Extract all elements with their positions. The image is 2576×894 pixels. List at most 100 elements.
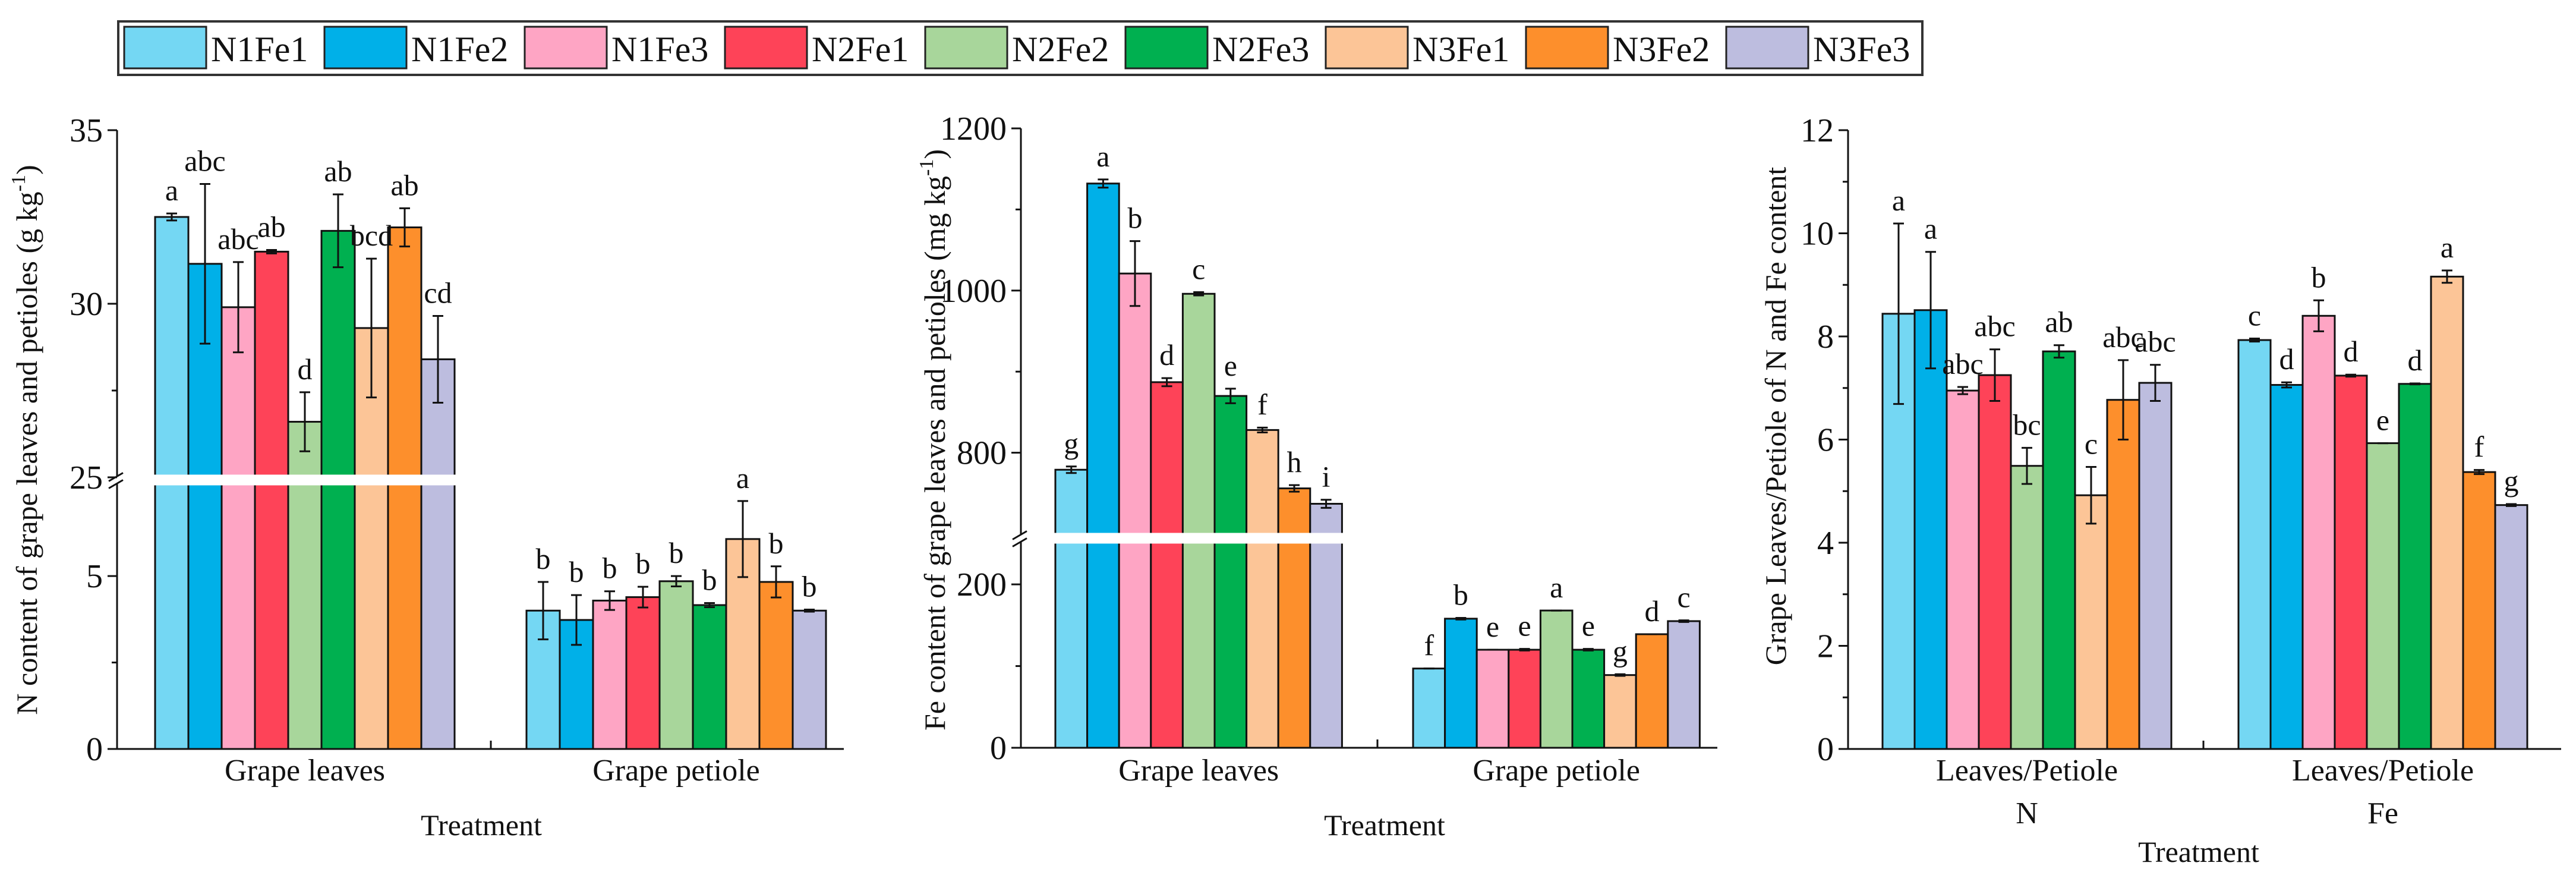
bar-n2fe2-1 <box>287 421 323 750</box>
bar-n1fe2-2 <box>2269 384 2304 750</box>
significance-letter: f <box>1257 388 1267 421</box>
y-tick-label: 35 <box>70 112 103 149</box>
significance-letter: d <box>2344 335 2359 368</box>
error-bar <box>1289 484 1300 493</box>
bar-n3fe2-1 <box>2106 399 2140 750</box>
significance-letter: f <box>1424 629 1434 662</box>
error-bar <box>1130 240 1140 307</box>
bar-n2fe1-2 <box>2334 374 2368 750</box>
error-bar <box>2118 359 2129 440</box>
x-axis-title: Treatment <box>1324 808 1445 842</box>
significance-letter: g <box>1064 427 1079 460</box>
y-axis-title-end: ) <box>918 149 951 159</box>
bar-n3fe3-1 <box>420 358 456 750</box>
error-bar <box>1957 386 1968 395</box>
significance-letter: a <box>1924 212 1937 245</box>
error-bar <box>2281 381 2292 389</box>
error-bar <box>1225 388 1236 404</box>
significance-letter: abc <box>1974 310 2015 343</box>
y-axis-title-end: ) <box>10 165 43 175</box>
y-axis-title-main: Fe content of grape leaves and petioles … <box>918 176 951 731</box>
legend-swatch <box>524 26 608 70</box>
y-axis-title-main: N content of grape leaves and petioles (… <box>10 191 43 714</box>
error-bar <box>1161 377 1172 388</box>
bar-n3fe2-2 <box>758 581 794 750</box>
significance-letter: bcd <box>350 219 393 252</box>
x-tick-label: Grape petiole <box>1473 754 1640 788</box>
axis-break-band <box>113 474 493 486</box>
significance-letter: b <box>702 563 717 596</box>
x-tick-label: Grape petiole <box>592 754 760 788</box>
bar-n2fe3-2 <box>2398 383 2432 750</box>
bar-n1fe3-1 <box>1118 272 1152 749</box>
significance-letter: ab <box>2045 306 2073 339</box>
y-tick-label: 1000 <box>940 273 1007 310</box>
significance-letter: b <box>636 547 651 580</box>
legend-swatch <box>924 26 1008 70</box>
significance-letter: b <box>1128 202 1143 235</box>
y-tick-label: 0 <box>1817 731 1834 768</box>
bar-n1fe2-1 <box>1086 182 1120 749</box>
legend-item-n1fe3: N1Fe3 <box>524 26 708 70</box>
legend-item-n2fe2: N2Fe2 <box>924 26 1109 70</box>
error-bar <box>266 248 277 254</box>
bar-n1fe3-1 <box>220 306 256 750</box>
charts: ababcbabcbabbdbabbbcdaabbcdb05253035Grap… <box>8 111 2561 868</box>
significance-letter: b <box>603 552 617 585</box>
error-bar <box>2022 446 2032 485</box>
significance-letter: b <box>569 555 584 588</box>
bar-n3fe1-1 <box>2074 494 2108 750</box>
significance-letter: g <box>2504 464 2519 498</box>
significance-letter: a <box>1550 571 1563 604</box>
legend-label: N2Fe1 <box>812 30 909 69</box>
x-axis-title: Treatment <box>2138 835 2259 868</box>
significance-letter: d <box>298 352 313 386</box>
legend-item-n3fe1: N3Fe1 <box>1325 26 1509 70</box>
error-bar <box>333 193 343 269</box>
y-axis-title: Grape Leaves/Petiole of N and Fe content <box>1759 167 1792 666</box>
significance-letter: c <box>1192 253 1205 286</box>
y-tick-label: 5 <box>86 558 103 595</box>
y-tick-label: 0 <box>86 731 103 768</box>
legend-label: N3Fe2 <box>1613 30 1710 69</box>
error-bar <box>1989 348 2000 402</box>
significance-letter: a <box>2441 231 2454 264</box>
significance-letter: d <box>2279 342 2294 376</box>
significance-letter: a <box>1096 140 1109 173</box>
error-bar <box>299 391 310 452</box>
significance-letter: b <box>536 542 551 575</box>
y-tick-label: 25 <box>70 459 103 496</box>
error-bar <box>604 590 615 611</box>
legend-item-n3fe2: N3Fe2 <box>1525 26 1710 70</box>
error-bar <box>1925 251 1936 370</box>
bar-n2fe1-1 <box>254 250 289 750</box>
significance-letter: g <box>1613 634 1628 668</box>
legend-swatch <box>724 26 808 70</box>
error-bar <box>399 207 410 248</box>
error-bar <box>1893 222 1904 405</box>
significance-letter: abc <box>217 222 258 256</box>
significance-letter: e <box>1224 349 1237 382</box>
x-tick-label: Leaves/Petiole <box>1936 754 2118 788</box>
legend-item-n1fe2: N1Fe2 <box>323 26 508 70</box>
bar-n2fe2-1 <box>2010 465 2044 750</box>
significance-letter: b <box>769 527 784 560</box>
bar-n2fe3-1 <box>1213 395 1248 749</box>
bar-n1fe3-2 <box>592 599 628 750</box>
significance-letter: i <box>1322 460 1330 493</box>
bar-n3fe1-2 <box>1603 674 1637 749</box>
bar-n1fe2-2 <box>1444 618 1478 749</box>
y-tick-label: 6 <box>1817 422 1834 459</box>
error-bar <box>1519 648 1530 651</box>
bar-n3fe3-2 <box>792 609 827 750</box>
y-axis-title: N content of grape leaves and petioles (… <box>8 165 43 714</box>
bar-n2fe2-1 <box>1181 292 1216 749</box>
legend-item-n2fe3: N2Fe3 <box>1124 26 1309 70</box>
significance-letter: a <box>1892 184 1905 217</box>
error-bar <box>638 585 648 609</box>
significance-letter: ab <box>390 168 418 202</box>
legend-label: N1Fe2 <box>411 30 508 69</box>
significance-letter: abc <box>184 144 225 178</box>
